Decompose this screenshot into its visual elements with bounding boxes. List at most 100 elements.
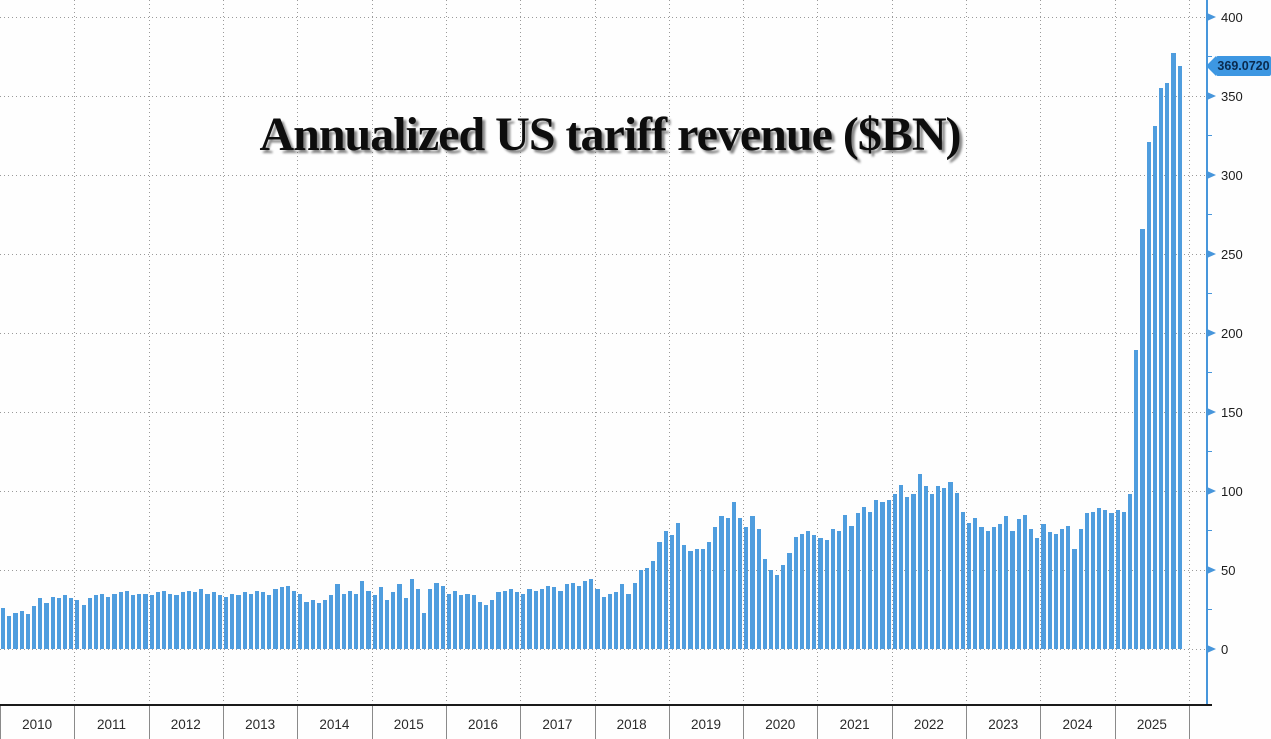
bar: [44, 603, 49, 649]
bar: [254, 590, 260, 649]
bar: [1146, 141, 1151, 649]
bar: [1171, 53, 1176, 649]
bar: [168, 593, 173, 649]
bar: [688, 551, 693, 649]
year-separator: [966, 706, 968, 739]
bar: [948, 481, 953, 649]
bar: [285, 585, 291, 649]
bar: [329, 595, 334, 649]
bar: [446, 593, 452, 649]
bar: [583, 581, 588, 649]
v-gridline: [594, 0, 596, 704]
bar: [378, 587, 383, 649]
bar: [880, 502, 885, 649]
h-gridline: [0, 333, 1206, 334]
bar: [1072, 549, 1077, 649]
bar: [31, 606, 37, 649]
bar: [787, 552, 792, 649]
bar: [960, 511, 966, 649]
bar: [1047, 532, 1052, 649]
year-separator: [445, 706, 447, 739]
bar: [936, 486, 941, 649]
bar: [490, 600, 495, 649]
y-major-tick-arrow-icon: [1207, 92, 1216, 100]
bar: [768, 570, 774, 649]
v-gridline: [891, 0, 893, 704]
bar: [1128, 494, 1133, 649]
bar: [323, 600, 328, 649]
bar: [676, 522, 681, 649]
bar: [614, 592, 619, 649]
bar: [861, 506, 866, 649]
bar: [403, 598, 408, 649]
bar: [304, 601, 309, 649]
bar: [230, 593, 235, 649]
bar: [242, 592, 247, 649]
bar: [558, 590, 563, 649]
year-separator: [297, 706, 299, 739]
bar: [645, 568, 650, 649]
bar: [1121, 511, 1127, 649]
bar: [162, 590, 167, 649]
bar: [855, 513, 860, 649]
bar: [192, 592, 198, 649]
year-label: 2011: [96, 717, 126, 732]
year-label: 2019: [690, 717, 721, 732]
bar: [397, 584, 402, 649]
bar: [453, 590, 458, 649]
bar: [1152, 126, 1158, 649]
bar: [1097, 508, 1102, 649]
bar: [1041, 524, 1046, 649]
y-tick-label: 150: [1221, 404, 1243, 420]
year-separator: [594, 706, 596, 739]
bar: [576, 585, 582, 649]
bar: [595, 588, 600, 649]
bar: [118, 592, 123, 649]
y-minor-tick: [1206, 529, 1212, 532]
bar: [806, 530, 811, 649]
y-axis-line: [1206, 0, 1208, 704]
bar: [236, 595, 241, 649]
bar: [502, 590, 507, 649]
year-separator: [74, 706, 76, 739]
bar: [682, 544, 687, 649]
bar: [954, 492, 959, 649]
bar: [1035, 538, 1040, 649]
y-tick-label: 200: [1221, 325, 1243, 341]
bar: [50, 596, 55, 649]
bar: [93, 595, 99, 649]
bar: [843, 514, 848, 649]
bar: [1059, 528, 1065, 649]
bar: [384, 600, 390, 649]
v-gridline: [966, 0, 968, 704]
bar: [267, 595, 272, 649]
year-separator: [520, 706, 522, 739]
y-major-tick-arrow-icon: [1207, 487, 1216, 495]
bar: [341, 593, 346, 649]
bar: [310, 600, 315, 649]
bar: [409, 579, 414, 649]
bar: [713, 527, 718, 649]
y-tick-label: 250: [1221, 246, 1243, 262]
bar: [837, 530, 842, 649]
year-label: 2021: [839, 717, 870, 732]
year-label: 2012: [170, 717, 201, 732]
bar: [316, 603, 321, 649]
h-gridline: [0, 649, 1206, 650]
h-gridline: [0, 254, 1206, 255]
bar: [1177, 65, 1182, 649]
bar: [1004, 516, 1009, 649]
v-gridline: [297, 0, 299, 704]
year-label: 2013: [245, 717, 276, 732]
bar: [942, 487, 947, 649]
bar: [1115, 509, 1120, 649]
plot-area[interactable]: [0, 0, 1206, 704]
bar: [886, 500, 891, 649]
bar: [1134, 350, 1139, 649]
bar: [818, 538, 823, 649]
bar: [737, 517, 743, 649]
year-separator: [817, 706, 819, 739]
bar: [273, 588, 278, 649]
bar: [1084, 513, 1089, 649]
bar: [223, 596, 229, 649]
